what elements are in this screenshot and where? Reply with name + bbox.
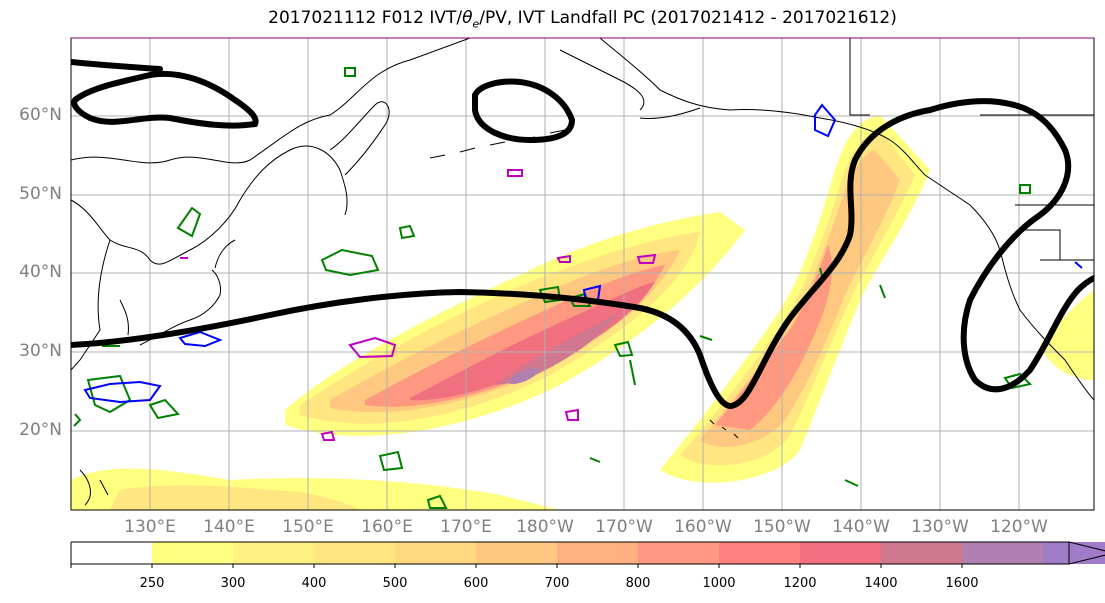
lat-label-50n: 50°N [19,184,62,204]
colorbar-tick-label: 250 [139,576,165,591]
lon-label-130w: 130°W [911,517,969,537]
colorbar-tick-label: 700 [544,576,570,591]
lat-label-20n: 20°N [19,420,62,440]
colorbar-segment [152,542,234,564]
title-theta-sub: e [472,17,480,31]
lon-label-140e: 140°E [203,517,255,537]
colorbar-segment [71,542,153,564]
lon-label-140w: 140°W [832,517,890,537]
ridge-contour [71,59,1094,410]
lon-label-180w: 180°W [516,517,574,537]
lon-label-170w: 170°W [595,517,653,537]
colorbar-segment [719,542,801,564]
figure-title: 2017021112 F012 IVT/θe/PV, IVT Landfall … [0,8,1105,30]
lon-label-160w: 160°W [674,517,732,537]
lon-label-170e: 170°E [440,517,492,537]
colorbar-segment [962,542,1044,564]
colorbar-tick-label: 400 [301,576,327,591]
colorbar-extend-arrow [1068,541,1105,565]
lon-label-120w: 120°W [990,517,1048,537]
colorbar-tick-label: 600 [463,576,489,591]
colorbar-tick-label: 500 [382,576,408,591]
colorbar-outline [70,541,1069,565]
colorbar-segment [233,542,315,564]
colorbar-tick-label: 1000 [702,576,736,591]
pv-contours-blue [83,103,1083,404]
colorbar-segment [395,542,477,564]
colorbar-segment [638,542,720,564]
ivt-filled-field [71,115,1094,510]
colorbar-tick-label: 1400 [864,576,898,591]
lat-label-60n: 60°N [19,105,62,125]
colorbar [70,541,1105,568]
coastlines [71,38,1094,506]
colorbar-tick-label: 1600 [945,576,979,591]
pv-contours-magenta [180,169,657,441]
lat-label-30n: 30°N [19,341,62,361]
lon-label-160e: 160°E [361,517,413,537]
colorbar-segment [881,542,963,564]
colorbar-segment [476,542,558,564]
colorbar-tick-label: 300 [220,576,246,591]
title-theta: θ [462,8,473,28]
colorbar-tick-label: 800 [625,576,651,591]
colorbar-segment [800,542,882,564]
lon-label-150e: 150°E [282,517,334,537]
colorbar-segment [314,542,396,564]
title-prefix: 2017021112 F012 IVT/ [268,8,463,28]
lat-label-40n: 40°N [19,262,62,282]
title-suffix: /PV, IVT Landfall PC (2017021412 - 20170… [479,8,897,28]
colorbar-segment [557,542,639,564]
colorbar-tick-label: 1200 [783,576,817,591]
graticule [71,38,1094,510]
lon-label-130e: 130°E [124,517,176,537]
lon-label-150w: 150°W [753,517,811,537]
